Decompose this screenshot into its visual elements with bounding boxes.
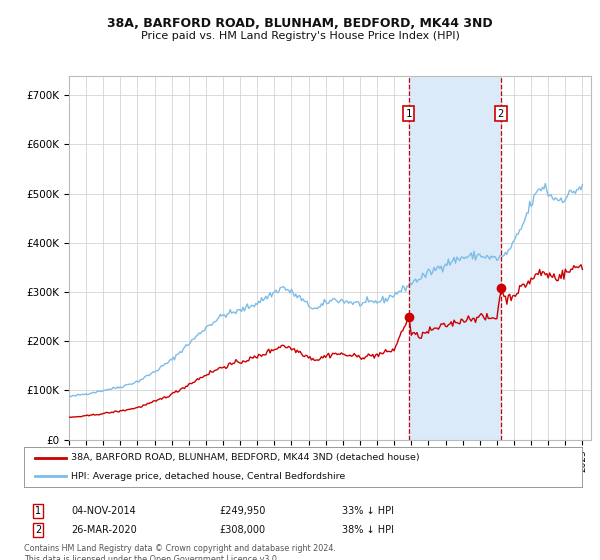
Text: 2: 2 [35, 525, 41, 535]
Text: £308,000: £308,000 [220, 525, 265, 535]
Text: Contains HM Land Registry data © Crown copyright and database right 2024.
This d: Contains HM Land Registry data © Crown c… [24, 544, 336, 560]
Text: 2: 2 [497, 109, 504, 119]
Text: £249,950: £249,950 [220, 506, 266, 516]
Text: 38A, BARFORD ROAD, BLUNHAM, BEDFORD, MK44 3ND (detached house): 38A, BARFORD ROAD, BLUNHAM, BEDFORD, MK4… [71, 453, 420, 462]
Text: 33% ↓ HPI: 33% ↓ HPI [342, 506, 394, 516]
Text: Price paid vs. HM Land Registry's House Price Index (HPI): Price paid vs. HM Land Registry's House … [140, 31, 460, 41]
Text: 26-MAR-2020: 26-MAR-2020 [71, 525, 137, 535]
Text: HPI: Average price, detached house, Central Bedfordshire: HPI: Average price, detached house, Cent… [71, 472, 346, 481]
Text: 04-NOV-2014: 04-NOV-2014 [71, 506, 136, 516]
Text: 1: 1 [35, 506, 41, 516]
Bar [409, 76, 501, 440]
Text: 38A, BARFORD ROAD, BLUNHAM, BEDFORD, MK44 3ND: 38A, BARFORD ROAD, BLUNHAM, BEDFORD, MK4… [107, 17, 493, 30]
Text: 38% ↓ HPI: 38% ↓ HPI [342, 525, 394, 535]
Text: 1: 1 [406, 109, 412, 119]
